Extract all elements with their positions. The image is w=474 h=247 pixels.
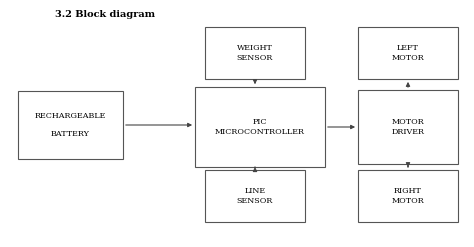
Text: LINE
SENSOR: LINE SENSOR: [237, 187, 273, 205]
Text: WEIGHT
SENSOR: WEIGHT SENSOR: [237, 44, 273, 62]
Bar: [205, 27, 305, 79]
Text: LEFT
MOTOR: LEFT MOTOR: [392, 44, 424, 62]
Text: 3.2 Block diagram: 3.2 Block diagram: [55, 10, 155, 19]
Bar: [18, 91, 123, 159]
Bar: [195, 87, 325, 167]
Text: RECHARGEABLE

BATTERY: RECHARGEABLE BATTERY: [35, 112, 106, 138]
Bar: [205, 170, 305, 222]
Bar: [358, 90, 458, 164]
Text: MOTOR
DRIVER: MOTOR DRIVER: [392, 118, 425, 136]
Text: PIC
MICROCONTROLLER: PIC MICROCONTROLLER: [215, 118, 305, 136]
Bar: [358, 170, 458, 222]
Bar: [358, 27, 458, 79]
Text: RIGHT
MOTOR: RIGHT MOTOR: [392, 187, 424, 205]
